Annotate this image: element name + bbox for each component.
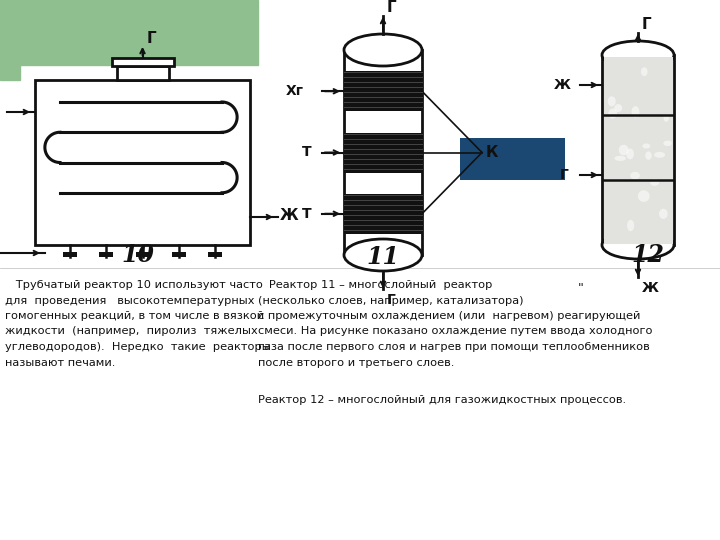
Text: Т: Т (302, 145, 312, 159)
Ellipse shape (602, 41, 674, 69)
Bar (112, 58, 174, 66)
Text: Хг: Хг (286, 84, 304, 98)
Text: 11: 11 (366, 245, 400, 269)
Bar (135, 252, 150, 257)
Ellipse shape (638, 190, 649, 202)
Text: для  проведения   высокотемпературных: для проведения высокотемпературных (5, 295, 254, 306)
Ellipse shape (654, 152, 665, 158)
Text: Трубчатый реактор 10 используют часто: Трубчатый реактор 10 используют часто (5, 280, 263, 290)
Text: Ж: Ж (554, 78, 571, 92)
Text: ": " (578, 282, 584, 295)
Bar (117, 66, 168, 80)
Ellipse shape (641, 68, 647, 76)
Ellipse shape (614, 156, 626, 161)
Ellipse shape (626, 148, 634, 159)
Text: Г: Г (642, 17, 652, 32)
Text: 10: 10 (121, 243, 154, 267)
Bar (603, 57, 672, 244)
Bar (172, 252, 186, 257)
Ellipse shape (344, 239, 422, 271)
Ellipse shape (631, 106, 639, 118)
Bar (460, 138, 565, 180)
Ellipse shape (659, 208, 667, 219)
Text: гомогенных реакций, в том числе в вязкой: гомогенных реакций, в том числе в вязкой (5, 311, 264, 321)
Text: Г: Г (146, 31, 156, 46)
Bar (0, 0, 20, 80)
Ellipse shape (344, 34, 422, 66)
Ellipse shape (645, 151, 652, 160)
Ellipse shape (642, 144, 650, 149)
Text: газа после первого слоя и нагрев при помощи теплообменников: газа после первого слоя и нагрев при пом… (258, 342, 649, 352)
Text: смеси. На рисунке показано охлаждение путем ввода холодного: смеси. На рисунке показано охлаждение пу… (258, 327, 652, 336)
Text: Ж: Ж (642, 281, 659, 295)
Ellipse shape (608, 109, 617, 118)
Ellipse shape (614, 104, 622, 112)
Text: жидкости  (например,  пиролиз  тяжелых: жидкости (например, пиролиз тяжелых (5, 327, 258, 336)
Bar (344, 71, 422, 111)
Bar (344, 132, 422, 172)
Text: Г: Г (387, 0, 397, 15)
Text: 12: 12 (631, 243, 665, 267)
Text: Реактор 12 – многослойный для газожидкостных процессов.: Реактор 12 – многослойный для газожидкос… (258, 395, 626, 405)
Text: Г: Г (560, 168, 569, 182)
Bar (208, 252, 222, 257)
Text: Ж: Ж (280, 207, 299, 222)
Ellipse shape (630, 172, 640, 179)
Text: Т: Т (302, 207, 312, 221)
Text: называют печами.: называют печами. (5, 357, 115, 368)
Ellipse shape (618, 145, 629, 156)
Ellipse shape (650, 179, 660, 186)
Bar (35, 80, 250, 245)
Bar (63, 252, 77, 257)
Text: К: К (486, 145, 498, 160)
Text: с промежуточным охлаждением (или  нагревом) реагирующей: с промежуточным охлаждением (или нагрево… (258, 311, 640, 321)
Bar (99, 252, 113, 257)
Text: (несколько слоев, например, катализатора): (несколько слоев, например, катализатора… (258, 295, 523, 306)
Ellipse shape (663, 140, 672, 146)
Ellipse shape (627, 220, 634, 231)
Bar (0, 0, 258, 65)
Ellipse shape (602, 231, 674, 259)
Ellipse shape (664, 114, 669, 122)
Text: углеводородов).  Нередко  такие  реакторы: углеводородов). Нередко такие реакторы (5, 342, 271, 352)
Text: Г: Г (387, 293, 396, 307)
Text: Реактор 11 – многослойный  реактор: Реактор 11 – многослойный реактор (258, 280, 492, 290)
Text: после второго и третьего слоев.: после второго и третьего слоев. (258, 357, 454, 368)
Bar (344, 194, 422, 234)
Ellipse shape (608, 96, 616, 106)
